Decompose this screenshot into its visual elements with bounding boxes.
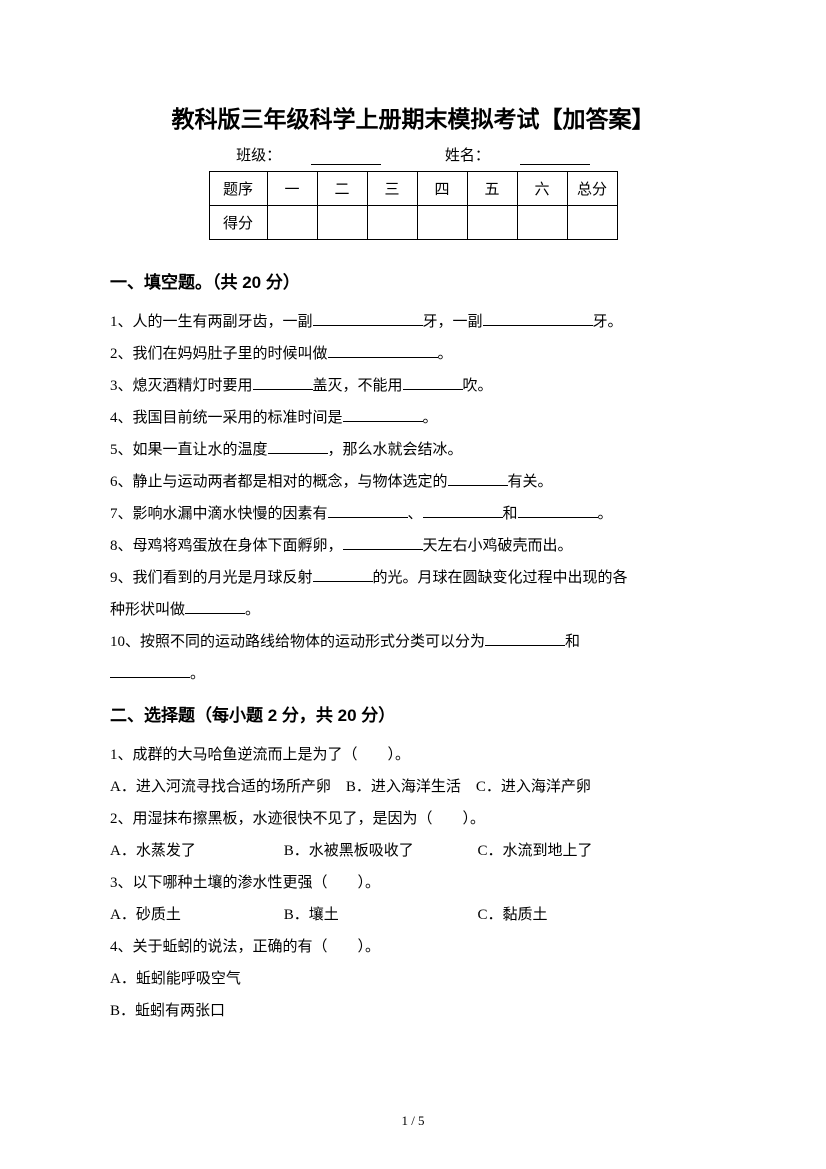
q6: 6、静止与运动两者都是相对的概念，与物体选定的有关。 <box>110 467 716 497</box>
name-label: 姓名： <box>430 148 605 164</box>
cell-header: 二 <box>317 172 367 206</box>
cell-header: 六 <box>517 172 567 206</box>
table-row: 得分 <box>209 206 617 240</box>
q1: 1、人的一生有两副牙齿，一副牙，一副牙。 <box>110 307 716 337</box>
q2: 2、我们在妈妈肚子里的时候叫做。 <box>110 339 716 369</box>
s2q3: 3、以下哪种土壤的渗水性更强（ ）。 <box>110 868 716 898</box>
s2q2: 2、用湿抹布擦黑板，水迹很快不见了，是因为（ ）。 <box>110 804 716 834</box>
q9-cont: 种形状叫做。 <box>110 595 716 625</box>
cell-header: 总分 <box>567 172 617 206</box>
q10: 10、按照不同的运动路线给物体的运动形式分类可以分为和 <box>110 627 716 657</box>
cell-label: 得分 <box>209 206 267 240</box>
page-number: 1 / 5 <box>0 1113 826 1129</box>
q3: 3、熄灭酒精灯时要用盖灭，不能用吹。 <box>110 371 716 401</box>
cell-header: 题序 <box>209 172 267 206</box>
q9: 9、我们看到的月光是月球反射的光。月球在圆缺变化过程中出现的各 <box>110 563 716 593</box>
s2q1: 1、成群的大马哈鱼逆流而上是为了（ ）。 <box>110 740 716 770</box>
cell-empty <box>417 206 467 240</box>
cell-empty <box>467 206 517 240</box>
cell-header: 四 <box>417 172 467 206</box>
section1-header: 一、填空题。（共 20 分） <box>110 268 716 293</box>
cell-empty <box>267 206 317 240</box>
q8: 8、母鸡将鸡蛋放在身体下面孵卵，天左右小鸡破壳而出。 <box>110 531 716 561</box>
header-info: 班级： 姓名： <box>110 144 716 165</box>
cell-empty <box>317 206 367 240</box>
cell-header: 三 <box>367 172 417 206</box>
s2q4-a: A．蚯蚓能呼吸空气 <box>110 964 716 994</box>
q10-cont: 。 <box>110 659 716 689</box>
s2q4: 4、关于蚯蚓的说法，正确的有（ ）。 <box>110 932 716 962</box>
cell-header: 一 <box>267 172 317 206</box>
s2q1-opts: A．进入河流寻找合适的场所产卵 B．进入海洋生活 C．进入海洋产卵 <box>110 772 716 802</box>
cell-empty <box>567 206 617 240</box>
class-label: 班级： <box>221 148 396 164</box>
cell-empty <box>367 206 417 240</box>
section2-header: 二、选择题（每小题 2 分，共 20 分） <box>110 701 716 726</box>
s2q3-opts: A．砂质土 B．壤土 C．黏质土 <box>110 900 716 930</box>
exam-title: 教科版三年级科学上册期末模拟考试【加答案】 <box>110 100 716 134</box>
q7: 7、影响水漏中滴水快慢的因素有、和。 <box>110 499 716 529</box>
s2q4-b: B．蚯蚓有两张口 <box>110 996 716 1026</box>
cell-header: 五 <box>467 172 517 206</box>
table-row: 题序 一 二 三 四 五 六 总分 <box>209 172 617 206</box>
s2q2-opts: A．水蒸发了 B．水被黑板吸收了 C．水流到地上了 <box>110 836 716 866</box>
q4: 4、我国目前统一采用的标准时间是。 <box>110 403 716 433</box>
cell-empty <box>517 206 567 240</box>
q5: 5、如果一直让水的温度，那么水就会结冰。 <box>110 435 716 465</box>
score-table: 题序 一 二 三 四 五 六 总分 得分 <box>209 171 618 240</box>
